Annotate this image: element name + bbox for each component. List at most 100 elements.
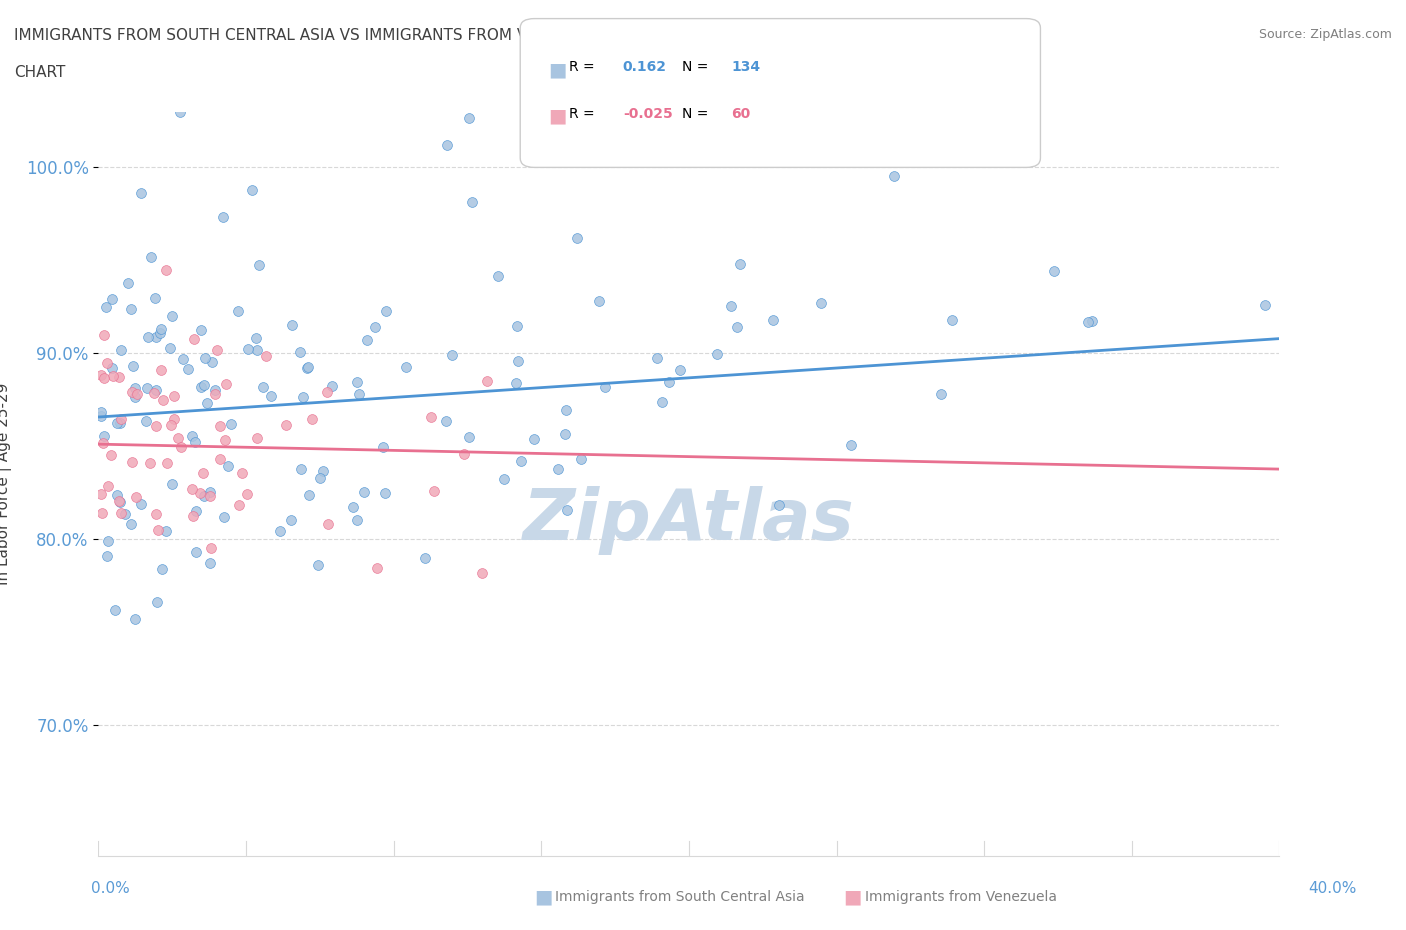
Immigrants from South Central Asia [193, 378, 215, 392]
Immigrants from South Central Asia [150, 562, 173, 577]
Immigrants from South Central Asia [204, 383, 226, 398]
Immigrants from South Central Asia [505, 319, 527, 334]
Immigrants from South Central Asia [186, 503, 208, 518]
Immigrants from Venezuela [90, 506, 112, 521]
Immigrants from Venezuela [152, 392, 174, 407]
Immigrants from South Central Asia [657, 375, 679, 390]
Immigrants from Venezuela [254, 349, 277, 364]
Immigrants from Venezuela [245, 431, 267, 445]
Immigrants from South Central Asia [104, 602, 127, 617]
Immigrants from South Central Asia [149, 326, 172, 341]
Immigrants from South Central Asia [160, 477, 183, 492]
Immigrants from South Central Asia [100, 292, 122, 307]
Immigrants from South Central Asia [238, 342, 260, 357]
Immigrants from South Central Asia [159, 341, 181, 356]
Immigrants from Venezuela [145, 507, 167, 522]
Immigrants from South Central Asia [395, 359, 418, 374]
Immigrants from South Central Asia [441, 347, 464, 362]
Immigrants from South Central Asia [321, 379, 343, 393]
Immigrants from Venezuela [475, 374, 498, 389]
Immigrants from South Central Asia [292, 389, 315, 404]
Immigrants from Venezuela [142, 386, 165, 401]
Immigrants from South Central Asia [212, 210, 235, 225]
Immigrants from South Central Asia [458, 430, 481, 445]
Text: R =: R = [569, 60, 595, 74]
Immigrants from South Central Asia [413, 551, 436, 565]
Immigrants from South Central Asia [728, 257, 751, 272]
Immigrants from South Central Asia [90, 405, 112, 419]
Immigrants from Venezuela [127, 387, 149, 402]
Immigrants from Venezuela [159, 418, 181, 432]
Immigrants from Venezuela [183, 332, 205, 347]
Immigrants from South Central Asia [90, 408, 112, 423]
Immigrants from South Central Asia [135, 414, 157, 429]
Immigrants from South Central Asia [110, 342, 132, 357]
Text: 0.0%: 0.0% [91, 881, 131, 896]
Immigrants from South Central Asia [240, 183, 263, 198]
Immigrants from South Central Asia [198, 485, 221, 500]
Immigrants from South Central Asia [347, 386, 370, 401]
Immigrants from South Central Asia [457, 111, 479, 126]
Text: N =: N = [682, 60, 709, 74]
Immigrants from South Central Asia [145, 330, 167, 345]
Immigrants from Venezuela [453, 446, 475, 461]
Text: 0.162: 0.162 [623, 60, 666, 74]
Immigrants from South Central Asia [121, 516, 143, 531]
Immigrants from South Central Asia [356, 333, 378, 348]
Immigrants from South Central Asia [929, 386, 952, 401]
Immigrants from Venezuela [100, 448, 122, 463]
Immigrants from Venezuela [91, 435, 114, 450]
Immigrants from South Central Asia [195, 396, 218, 411]
Immigrants from South Central Asia [810, 296, 832, 311]
Immigrants from South Central Asia [342, 500, 364, 515]
Immigrants from Venezuela [97, 478, 120, 493]
Immigrants from Venezuela [180, 481, 202, 496]
Immigrants from South Central Asia [141, 249, 163, 264]
Immigrants from Venezuela [214, 433, 236, 448]
Immigrants from Venezuela [121, 385, 143, 400]
Immigrants from South Central Asia [155, 523, 177, 538]
Immigrants from Venezuela [228, 498, 250, 512]
Immigrants from Venezuela [170, 440, 193, 455]
Immigrants from South Central Asia [1080, 313, 1102, 328]
Immigrants from Venezuela [163, 411, 186, 426]
Immigrants from South Central Asia [768, 498, 790, 512]
Immigrants from South Central Asia [194, 351, 217, 365]
Immigrants from South Central Asia [169, 104, 191, 119]
Immigrants from South Central Asia [555, 403, 578, 418]
Immigrants from South Central Asia [645, 351, 668, 365]
Immigrants from South Central Asia [117, 275, 139, 290]
Immigrants from South Central Asia [547, 461, 569, 476]
Immigrants from South Central Asia [150, 322, 173, 337]
Immigrants from South Central Asia [288, 344, 311, 359]
Immigrants from Venezuela [274, 418, 297, 432]
Immigrants from Venezuela [198, 488, 221, 503]
Immigrants from Venezuela [207, 342, 229, 357]
Immigrants from South Central Asia [146, 594, 169, 609]
Immigrants from South Central Asia [436, 138, 458, 153]
Immigrants from Venezuela [200, 540, 222, 555]
Immigrants from Venezuela [108, 494, 131, 509]
Text: -0.025: -0.025 [623, 107, 672, 121]
Immigrants from South Central Asia [434, 413, 457, 428]
Immigrants from South Central Asia [307, 558, 329, 573]
Immigrants from Venezuela [107, 369, 129, 384]
Immigrants from South Central Asia [706, 347, 728, 362]
Immigrants from Venezuela [188, 486, 211, 501]
Text: ■: ■ [548, 60, 567, 79]
Immigrants from South Central Asia [567, 231, 589, 246]
Immigrants from South Central Asia [312, 463, 335, 478]
Immigrants from South Central Asia [555, 503, 578, 518]
Immigrants from South Central Asia [725, 319, 748, 334]
Immigrants from South Central Asia [101, 361, 124, 376]
Immigrants from South Central Asia [124, 390, 146, 405]
Immigrants from Venezuela [215, 377, 238, 392]
Immigrants from South Central Asia [190, 323, 212, 338]
Immigrants from Venezuela [471, 566, 494, 581]
Immigrants from Venezuela [110, 411, 132, 426]
Immigrants from South Central Asia [669, 363, 692, 378]
Immigrants from South Central Asia [297, 360, 319, 375]
Immigrants from Venezuela [101, 369, 124, 384]
Text: IMMIGRANTS FROM SOUTH CENTRAL ASIA VS IMMIGRANTS FROM VENEZUELA IN LABOR FORCE |: IMMIGRANTS FROM SOUTH CENTRAL ASIA VS IM… [14, 28, 952, 44]
Immigrants from Venezuela [90, 486, 112, 501]
